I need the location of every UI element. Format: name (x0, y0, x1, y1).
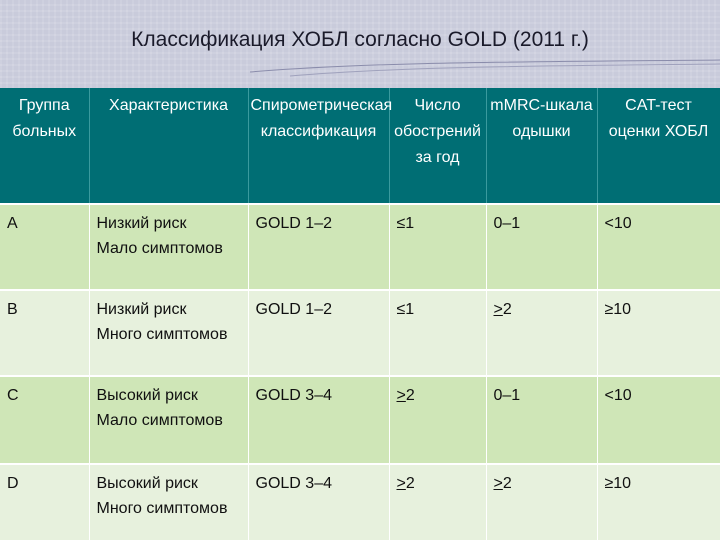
risk-text: Низкий риск (96, 301, 187, 318)
table-row-a: A Низкий риск Мало симптомов GOLD 1–2 ≤1 … (0, 204, 720, 291)
mmrc-value: 0–1 (493, 387, 521, 404)
cell-cat: ≥10 (597, 290, 720, 377)
cell-group: D (0, 464, 90, 540)
mmrc-prefix: > (493, 475, 503, 492)
header-exacerbations: Число обострений за год (389, 88, 487, 205)
cell-exacerbations: >2 (389, 376, 487, 465)
exacerbations-value: 2 (405, 387, 415, 404)
cell-exacerbations: ≤1 (389, 204, 487, 291)
exacerbations-prefix: > (396, 387, 406, 404)
symptoms-text: Мало симптомов (96, 412, 223, 429)
cell-mmrc: >2 (486, 290, 598, 377)
header-spirometry: Спирометрическая классификация (248, 88, 392, 205)
cell-exacerbations: >2 (389, 464, 487, 540)
symptoms-text: Много симптомов (96, 326, 228, 343)
risk-text: Низкий риск (96, 215, 187, 232)
title-band (0, 0, 720, 90)
symptoms-text: Много симптомов (96, 500, 228, 517)
gold-classification-table: Группа больных Характеристика Спирометри… (0, 88, 720, 540)
cell-group: A (0, 204, 90, 291)
cell-characteristic: Высокий риск Много симптомов (89, 464, 249, 540)
exacerbations-prefix: ≤ (396, 301, 406, 318)
decorative-line-ornament (250, 59, 720, 77)
mmrc-value: 0–1 (493, 215, 521, 232)
cell-characteristic: Низкий риск Мало симптомов (89, 204, 249, 291)
exacerbations-prefix: > (396, 475, 406, 492)
risk-text: Высокий риск (96, 475, 198, 492)
cell-spirometry: GOLD 3–4 (248, 376, 390, 465)
exacerbations-prefix: ≤ (396, 215, 406, 232)
table-row-b: B Низкий риск Много симптомов GOLD 1–2 ≤1… (0, 290, 720, 377)
cell-spirometry: GOLD 1–2 (248, 204, 390, 291)
cell-mmrc: 0–1 (486, 376, 598, 465)
cell-cat: <10 (597, 204, 720, 291)
header-characteristic: Характеристика (89, 88, 249, 205)
symptoms-text: Мало симптомов (96, 240, 223, 257)
cell-characteristic: Низкий риск Много симптомов (89, 290, 249, 377)
exacerbations-value: 1 (405, 215, 415, 232)
cell-spirometry: GOLD 1–2 (248, 290, 390, 377)
cell-cat: <10 (597, 376, 720, 465)
cell-cat: ≥10 (597, 464, 720, 540)
cell-characteristic: Высокий риск Мало симптомов (89, 376, 249, 465)
cell-mmrc: 0–1 (486, 204, 598, 291)
table-row-c: C Высокий риск Мало симптомов GOLD 3–4 >2… (0, 376, 720, 465)
exacerbations-value: 1 (405, 301, 415, 318)
cell-group: C (0, 376, 90, 465)
table-row-d: D Высокий риск Много симптомов GOLD 3–4 >… (0, 464, 720, 540)
slide-title: Классификация ХОБЛ согласно GOLD (2011 г… (131, 28, 589, 51)
cell-group: B (0, 290, 90, 377)
table-header-row: Группа больных Характеристика Спирометри… (0, 88, 720, 205)
cell-spirometry: GOLD 3–4 (248, 464, 390, 540)
header-group: Группа больных (0, 88, 90, 205)
mmrc-value: 2 (502, 475, 512, 492)
header-cat: CAT-тест оценки ХОБЛ (597, 88, 720, 205)
cell-mmrc: >2 (486, 464, 598, 540)
exacerbations-value: 2 (405, 475, 415, 492)
header-mmrc: mMRC-шкала одышки (486, 88, 598, 205)
cell-exacerbations: ≤1 (389, 290, 487, 377)
mmrc-value: 2 (502, 301, 512, 318)
mmrc-prefix: > (493, 301, 503, 318)
risk-text: Высокий риск (96, 387, 198, 404)
